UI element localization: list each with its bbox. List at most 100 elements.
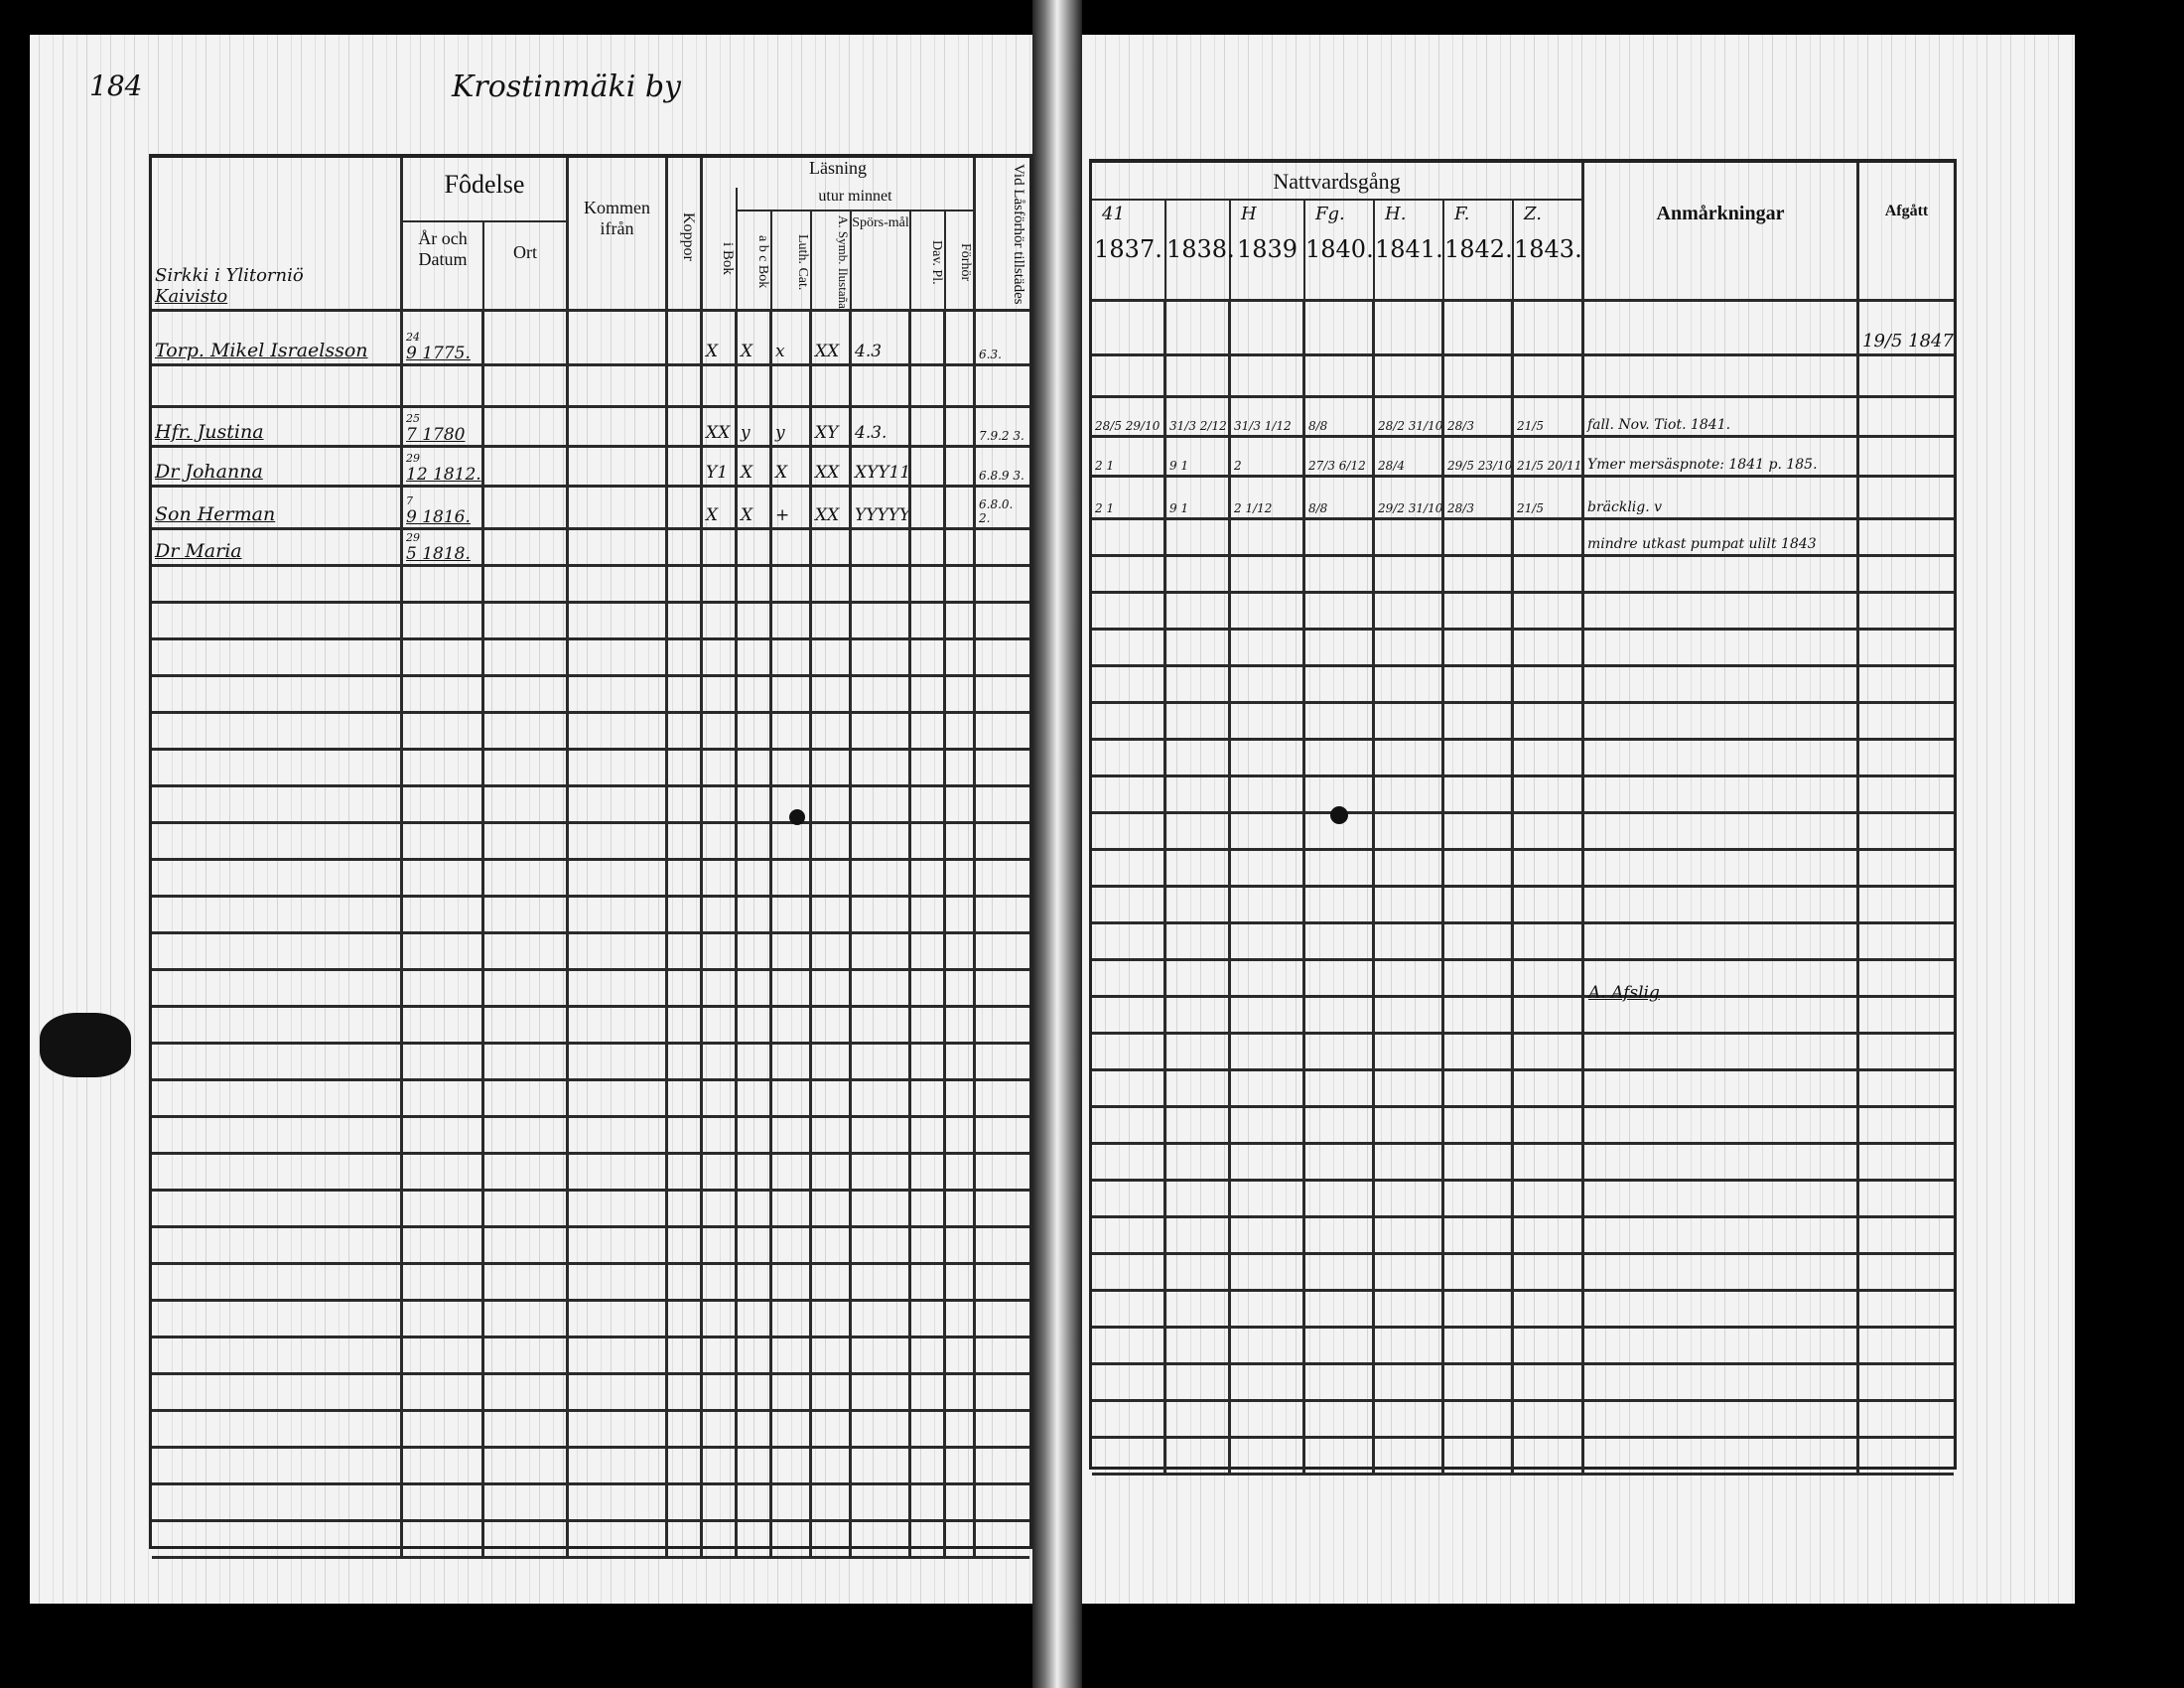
abc-cell: [738, 971, 772, 1005]
empty-cell: [1859, 1329, 1954, 1362]
ort-cell: [484, 971, 569, 1005]
fodelse-label: Fôdelse: [403, 158, 566, 222]
empty-cell: [1444, 1255, 1514, 1289]
sporsmal-cell: [852, 824, 911, 858]
dav-cell: [911, 751, 946, 784]
empty-row: [152, 1081, 1029, 1118]
empty-row: [1092, 557, 1954, 594]
kop-cell: [668, 530, 703, 564]
i_bok-cell: [703, 1338, 738, 1372]
date-cell: [403, 1155, 484, 1189]
kom-cell: [569, 861, 668, 895]
empty-cell: [1305, 1145, 1375, 1179]
empty-cell: [1092, 1182, 1166, 1215]
abc-cell: [738, 567, 772, 601]
dav-cell: [911, 530, 946, 564]
forhor-cell: [946, 530, 976, 564]
ort-cell: [484, 1522, 569, 1556]
empty-cell: [1584, 1329, 1859, 1362]
communion-date-cell: 28/3: [1444, 478, 1514, 517]
communion-date-cell: [1444, 520, 1514, 554]
symb-cell: [812, 677, 852, 711]
abc-cell: [738, 714, 772, 748]
empty-cell: [1584, 1255, 1859, 1289]
communion-date: 28/4: [1378, 459, 1405, 473]
empty-cell: [1092, 594, 1166, 628]
empty-cell: [1305, 704, 1375, 738]
left-register-table: Sirkki i Ylitorniö Kaivisto Fôdelse År o…: [149, 154, 1032, 1559]
symb-cell: [812, 640, 852, 674]
communion-date-cell: 28/5 29/10: [1092, 398, 1166, 435]
forhor-cell: [946, 488, 976, 527]
forhor-cell: [946, 677, 976, 711]
kop-cell: [668, 1522, 703, 1556]
dav-cell: [911, 677, 946, 711]
register-row: Hfr. Justina 25 7 1780 XX y y XY 4.3. 7.9.2 3.: [152, 408, 1029, 448]
empty-row: [1092, 1292, 1954, 1329]
date-cell: 25 7 1780: [403, 408, 484, 445]
date-cell: [403, 640, 484, 674]
empty-cell: [1305, 1402, 1375, 1436]
year-mark: H: [1241, 204, 1257, 224]
birth-day: 29: [406, 531, 420, 544]
abc-cell: [738, 1228, 772, 1262]
right-header-row: Nattvardsgång 41 1837. 1838. H 1839 Fg. 1840. H…: [1092, 163, 1954, 302]
year-label: 1841.: [1375, 235, 1443, 263]
empty-cell: [1166, 1071, 1231, 1105]
kop-cell: [668, 971, 703, 1005]
empty-cell: [1375, 1365, 1444, 1399]
abc-cell: [738, 1118, 772, 1152]
empty-cell: [1375, 594, 1444, 628]
year-column-header: H. 1841.: [1375, 199, 1444, 299]
empty-row: [152, 1522, 1029, 1559]
forhor-cell: [946, 1192, 976, 1225]
communion-date-cell: [1166, 302, 1231, 353]
name-cell: [152, 1375, 403, 1409]
communion-date-cell: [1231, 520, 1305, 554]
empty-cell: [1514, 557, 1584, 591]
kom-cell: [569, 408, 668, 445]
kop-cell: [668, 714, 703, 748]
empty-row: [152, 1045, 1029, 1081]
luth-cell: [772, 934, 812, 968]
empty-cell: [1859, 1071, 1954, 1105]
luth-cell: [772, 1045, 812, 1078]
empty-cell: [1584, 961, 1859, 995]
i_bok-cell: [703, 1192, 738, 1225]
sporsmal-cell: [852, 1192, 911, 1225]
empty-cell: [1514, 594, 1584, 628]
empty-cell: [1584, 631, 1859, 664]
empty-cell: [1166, 667, 1231, 701]
forhor-cell: [946, 1008, 976, 1042]
abc-value: X: [741, 342, 753, 361]
remark-cell: bräcklig. v: [1584, 478, 1859, 517]
empty-cell: [1859, 924, 1954, 958]
name-cell: [152, 1449, 403, 1482]
empty-cell: [1305, 1218, 1375, 1252]
empty-cell: [1166, 1218, 1231, 1252]
sporsmal-cell: [852, 1081, 911, 1115]
sporsmal-cell: [852, 1522, 911, 1556]
name-cell: Dr Maria: [152, 530, 403, 564]
empty-cell: [1444, 1145, 1514, 1179]
luth-cell: [772, 714, 812, 748]
name-cell: [152, 1485, 403, 1519]
empty-cell: [1444, 888, 1514, 921]
afgatt-label: Afgått: [1884, 203, 1929, 219]
symb-value: XX: [815, 463, 840, 483]
empty-cell: [1092, 998, 1166, 1032]
empty-cell: [1584, 1035, 1859, 1068]
empty-cell: [1166, 888, 1231, 921]
communion-row: 19/5 1847: [1092, 302, 1954, 356]
dav-cell: [911, 408, 946, 445]
kom-cell: [569, 1449, 668, 1482]
empty-cell: [1514, 1071, 1584, 1105]
communion-date-cell: 27/3 6/12: [1305, 438, 1375, 475]
date-cell: [403, 1265, 484, 1299]
communion-date: 2 1: [1095, 459, 1115, 473]
empty-cell: [1305, 961, 1375, 995]
kop-cell: [668, 934, 703, 968]
empty-row: [1092, 1255, 1954, 1292]
empty-cell: [1859, 1402, 1954, 1436]
